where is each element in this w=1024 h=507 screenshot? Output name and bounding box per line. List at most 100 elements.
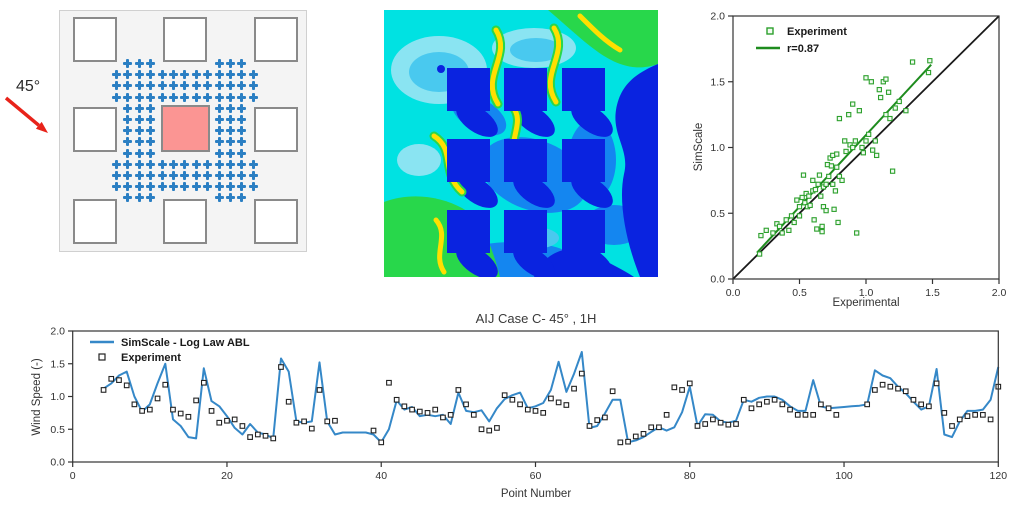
scatter-point: [788, 213, 795, 219]
scatter-plot: 0.0 0.5 1.0 1.5 2.0 0.0 0.5 1.0 1.5 2.0 Experimen…: [693, 11, 1007, 310]
experiment-point: [910, 396, 917, 403]
measurement-point-marker: [169, 159, 178, 169]
experiment-point: [756, 401, 763, 408]
measurement-point-marker: [134, 92, 144, 102]
experiment-point: [941, 410, 948, 416]
x-tick-label: 40: [375, 470, 387, 482]
x-tick-label: 0: [70, 470, 76, 482]
measurement-point-marker: [237, 159, 247, 169]
experiment-point: [308, 425, 315, 432]
experiment-point: [200, 379, 207, 386]
measurement-point-marker: [157, 81, 167, 91]
experiment-point: [470, 411, 477, 418]
measurement-point-marker: [226, 159, 235, 169]
x-tick-label: 60: [530, 470, 542, 482]
measurement-point-marker: [134, 171, 144, 180]
experiment-point: [740, 396, 747, 403]
measurement-point-marker: [146, 103, 156, 113]
scatter-point: [876, 86, 882, 93]
cfd-building: [562, 139, 605, 182]
measurement-point-marker: [237, 59, 247, 68]
scatter-point: [925, 69, 932, 76]
measurement-point-marker: [169, 81, 178, 91]
y-tick-label: 0.5: [710, 208, 725, 220]
measurement-point-marker: [146, 115, 156, 124]
scatter-point: [850, 144, 856, 151]
measurement-point-marker: [191, 159, 201, 169]
measurement-point-marker: [134, 115, 144, 124]
scatter-point: [819, 229, 825, 235]
experiment-point: [370, 427, 377, 434]
scatter-point: [873, 152, 880, 159]
experiment-point: [895, 385, 901, 392]
measurement-point-marker: [180, 92, 190, 102]
measurement-point-marker: [134, 137, 144, 147]
y-tick-label: 1.0: [710, 142, 725, 154]
experiment-point: [432, 406, 439, 413]
experiment-point: [193, 397, 199, 404]
experiment-point: [787, 406, 793, 413]
line-chart-y-axis-label: Wind Speed (-): [31, 358, 43, 436]
measurement-point-marker: [134, 70, 144, 80]
scatter-point: [776, 223, 783, 230]
experiment-point: [964, 413, 971, 419]
measurement-point-marker: [203, 92, 213, 102]
measurement-point-marker: [248, 171, 258, 180]
measurement-point-marker: [191, 81, 201, 91]
measurement-point-marker: [226, 59, 235, 68]
y-tick-label: 0.0: [710, 274, 725, 286]
legend-simscale-label: SimScale - Log Law ABL: [121, 337, 250, 349]
measurement-point-marker: [237, 137, 247, 147]
scatter-point: [835, 219, 841, 226]
scatter-point: [927, 58, 933, 64]
scatter-point: [799, 194, 805, 201]
building-square: [254, 199, 298, 244]
measurement-point-marker: [248, 182, 258, 192]
measurement-point-marker: [123, 115, 133, 124]
experiment-point: [818, 401, 824, 408]
cfd-high-speed-streak: [489, 27, 504, 107]
measurement-point-marker: [248, 92, 258, 102]
measurement-point-marker: [214, 126, 224, 136]
measurement-point-marker: [157, 70, 167, 80]
x-tick-label: 2.0: [992, 287, 1007, 299]
measurement-point-marker: [226, 81, 235, 91]
scatter-point: [892, 105, 898, 111]
experiment-point: [918, 401, 925, 408]
experiment-point: [548, 395, 554, 402]
experiment-point: [316, 387, 323, 393]
measurement-point-marker: [146, 70, 156, 80]
measurement-point-marker: [123, 171, 133, 180]
scatter-point: [796, 204, 803, 210]
experiment-point: [532, 408, 539, 414]
y-tick-label: 0.5: [50, 424, 65, 436]
measurement-point-marker: [123, 103, 133, 113]
scatter-point: [883, 111, 889, 118]
measurement-point-marker: [134, 126, 144, 136]
measurement-point-marker: [112, 70, 121, 80]
measurement-point-marker: [112, 171, 121, 180]
experiment-point: [733, 421, 739, 427]
measurement-point-marker: [146, 193, 156, 203]
experiment-point: [386, 379, 392, 386]
scatter-point: [815, 181, 821, 187]
experiment-point: [571, 385, 577, 392]
experiment-point: [609, 388, 616, 395]
measurement-point-marker: [226, 115, 235, 124]
experiment-point: [956, 416, 963, 423]
experiment-point: [833, 411, 840, 418]
scatter-point: [870, 147, 876, 153]
measurement-point-marker: [157, 92, 167, 102]
scatter-point: [860, 150, 866, 156]
experiment-point: [617, 439, 624, 446]
scatter-point: [814, 226, 820, 232]
experiment-point: [810, 411, 817, 418]
experiment-point: [185, 413, 192, 420]
x-tick-label: 80: [684, 470, 696, 482]
cfd-building: [504, 210, 547, 253]
measurement-point-marker: [112, 159, 121, 169]
scatter-point: [850, 101, 856, 107]
experiment-point: [563, 402, 570, 408]
experiment-point: [717, 419, 724, 426]
cfd-building-wake: [571, 174, 613, 208]
